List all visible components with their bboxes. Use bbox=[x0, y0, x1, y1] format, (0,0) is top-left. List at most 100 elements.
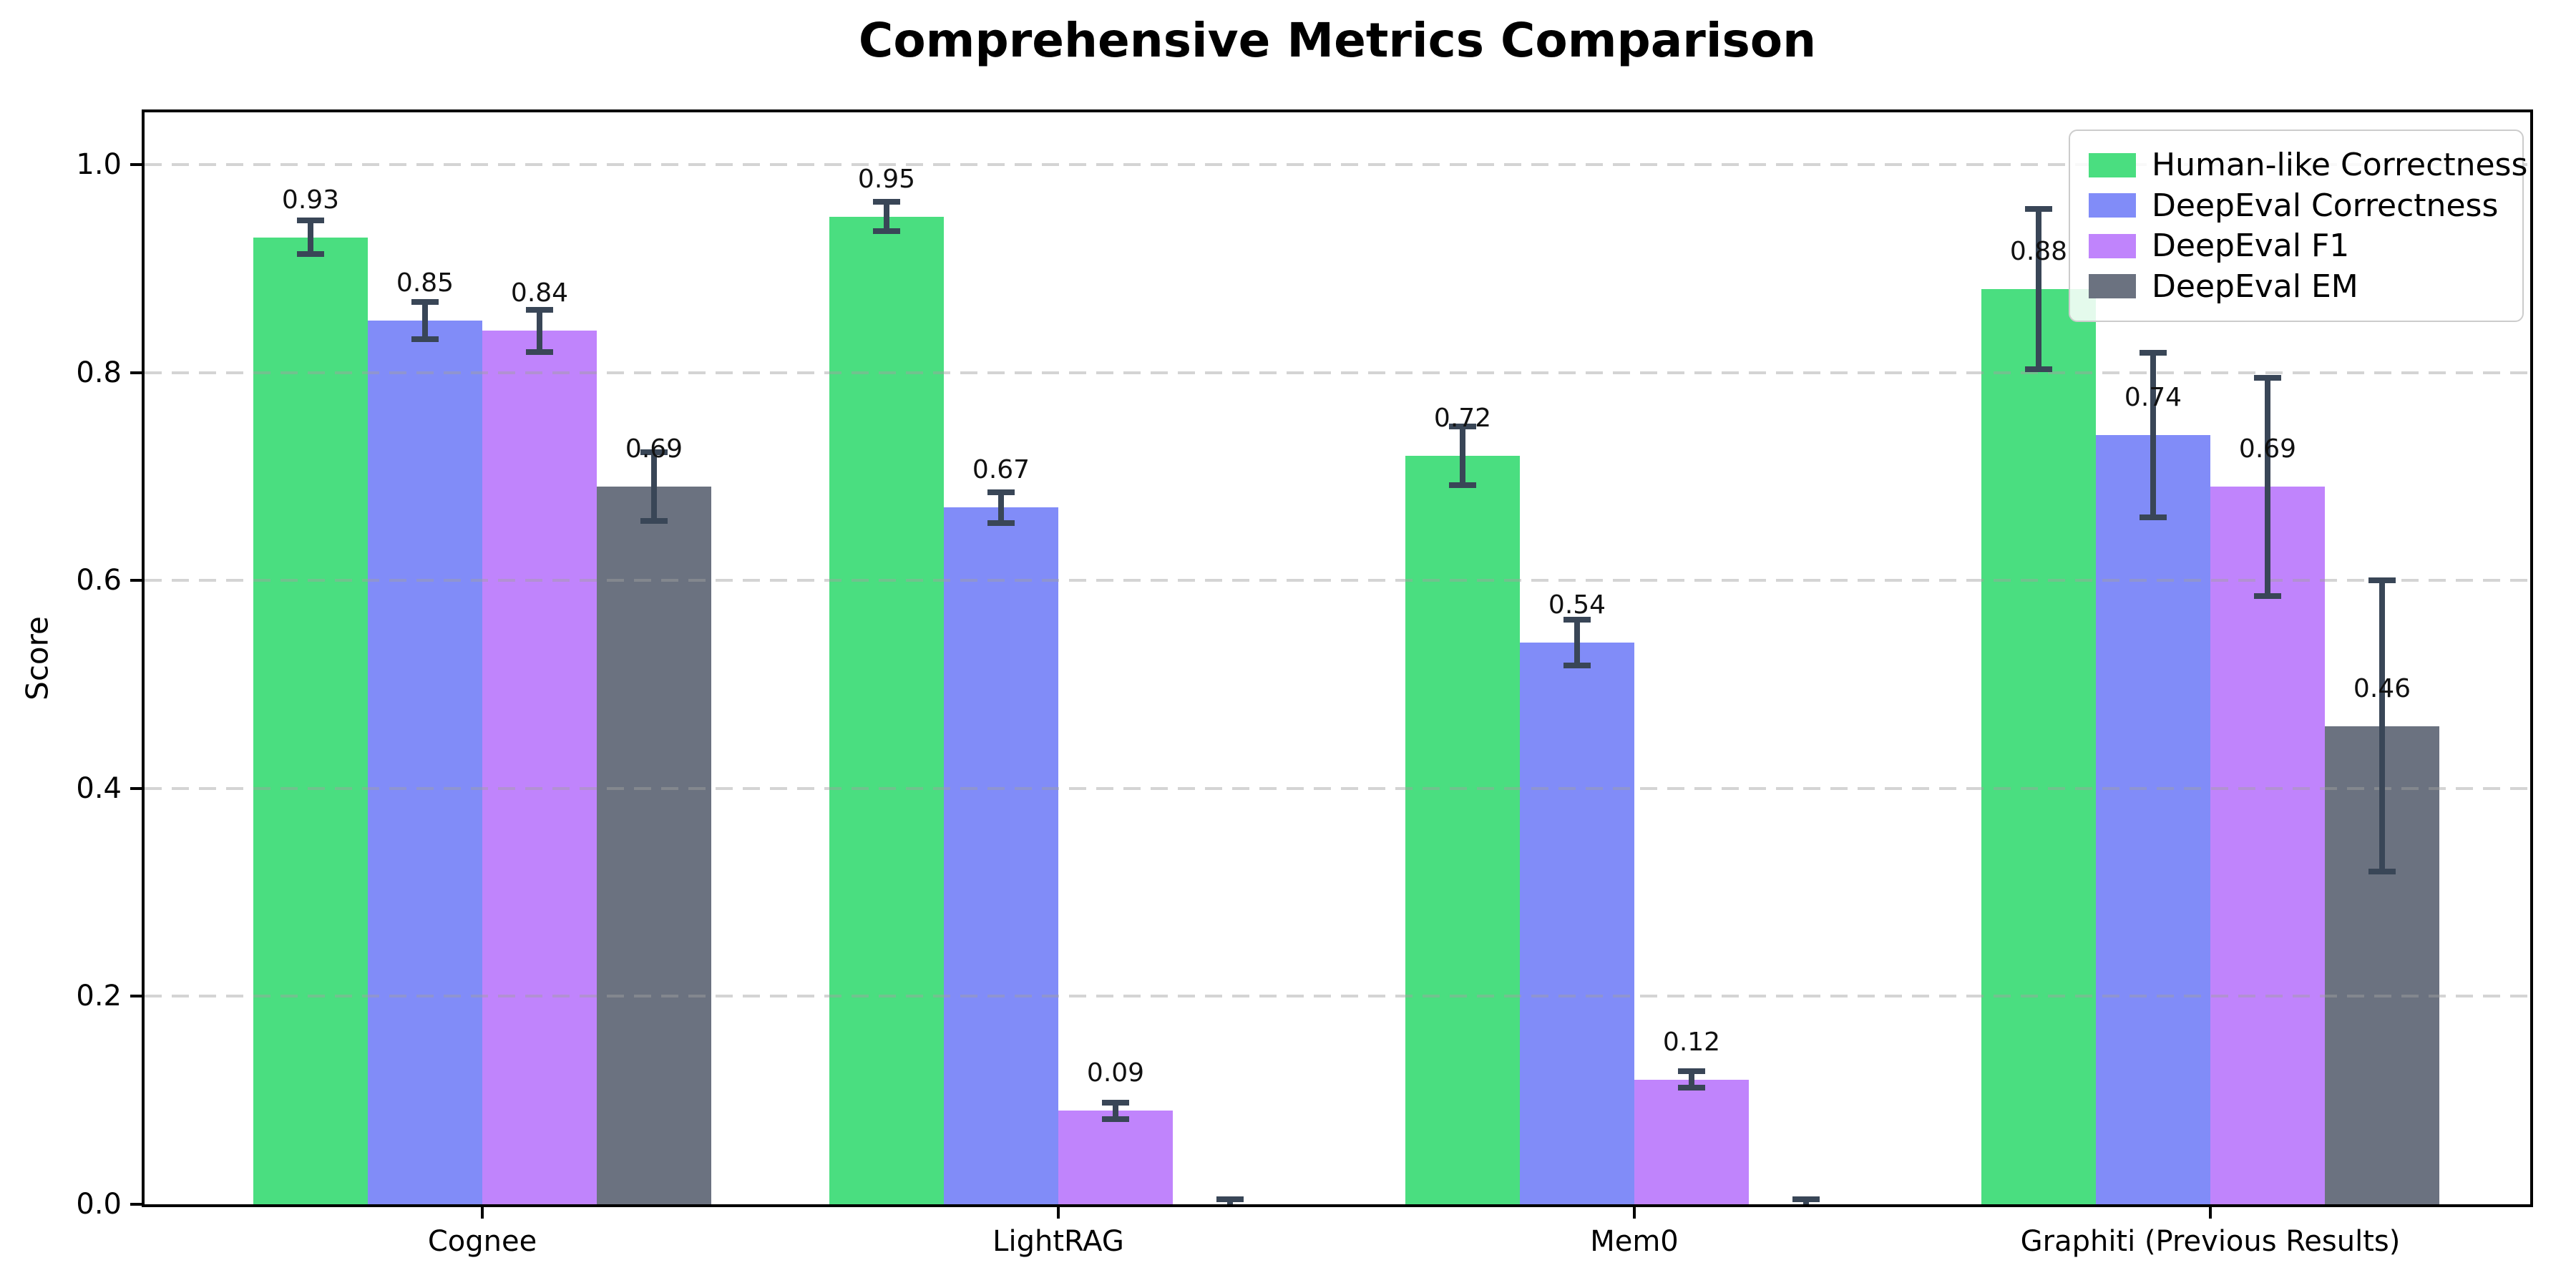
error-bar-line bbox=[2379, 580, 2385, 872]
error-bar-line bbox=[2265, 377, 2270, 596]
error-bar-line bbox=[537, 310, 542, 352]
x-tick bbox=[2209, 1207, 2212, 1219]
gridline bbox=[145, 371, 2530, 374]
bar-value-label: 0.67 bbox=[972, 455, 1030, 485]
bar-value-label: 0.72 bbox=[1433, 403, 1492, 433]
error-bar-cap-top bbox=[2140, 349, 2167, 356]
y-tick-label: 0.2 bbox=[76, 980, 122, 1013]
error-bar-line bbox=[998, 492, 1004, 524]
gridline bbox=[145, 786, 2530, 790]
gridline bbox=[145, 579, 2530, 582]
error-bar-cap-top bbox=[297, 218, 324, 224]
gridline bbox=[145, 995, 2530, 998]
y-tick-label: 0.0 bbox=[76, 1188, 122, 1221]
error-bar-cap-bottom bbox=[987, 520, 1015, 527]
error-bar-cap-bottom bbox=[1449, 482, 1476, 488]
error-bar-cap-top bbox=[526, 307, 553, 313]
bar-value-label: 0.95 bbox=[857, 164, 916, 194]
y-axis-label: Score bbox=[19, 616, 55, 701]
bar-human-like-correctness bbox=[253, 237, 368, 1204]
error-bar-cap-bottom bbox=[2368, 869, 2396, 875]
legend-swatch bbox=[2089, 152, 2136, 177]
error-bar-cap-top bbox=[873, 199, 900, 205]
error-bar-line bbox=[422, 301, 428, 340]
error-bar-cap-top bbox=[987, 489, 1015, 495]
error-bar-cap-top bbox=[640, 449, 668, 456]
error-bar-line bbox=[2150, 352, 2156, 517]
error-bar-cap-bottom bbox=[1678, 1085, 1705, 1091]
bar-deepeval-correctness bbox=[944, 507, 1058, 1204]
bar-value-label: 0.88 bbox=[2009, 237, 2068, 267]
error-bar-cap-top bbox=[2254, 374, 2281, 381]
y-tick-label: 1.0 bbox=[76, 148, 122, 181]
legend-item: DeepEval F1 bbox=[2089, 228, 2504, 264]
error-bar-cap-bottom bbox=[1563, 663, 1591, 669]
error-bar-line bbox=[308, 220, 313, 254]
x-tick-label: Graphiti (Previous Results) bbox=[2020, 1225, 2401, 1258]
error-bar-line bbox=[884, 202, 889, 231]
bar-deepeval-f1 bbox=[1058, 1111, 1173, 1204]
bar-deepeval-f1 bbox=[482, 331, 597, 1204]
error-bar-cap-top bbox=[2368, 577, 2396, 584]
bar-deepeval-correctness bbox=[2096, 434, 2210, 1204]
bar-deepeval-f1 bbox=[2210, 487, 2325, 1204]
plot-area: 0.93 0.95 0.72 0.88 0.85 0.67 0.54 0.74 0.84 0.09… bbox=[145, 112, 2530, 1204]
x-tick-label: LightRAG bbox=[992, 1225, 1124, 1258]
bar-human-like-correctness bbox=[829, 216, 944, 1204]
bar-human-like-correctness bbox=[1405, 455, 1520, 1204]
legend-label: DeepEval Correctness bbox=[2152, 187, 2499, 224]
legend: Human-like Correctness DeepEval Correctne… bbox=[2069, 130, 2527, 322]
chart-title: Comprehensive Metrics Comparison bbox=[858, 13, 1817, 68]
legend-item: DeepEval EM bbox=[2089, 268, 2504, 305]
y-tick bbox=[130, 579, 142, 582]
y-tick bbox=[130, 995, 142, 998]
error-bar-cap-top bbox=[1102, 1099, 1129, 1106]
y-tick bbox=[130, 371, 142, 374]
error-bar-cap-bottom bbox=[640, 518, 668, 525]
x-tick bbox=[481, 1207, 484, 1219]
error-bar-cap-bottom bbox=[297, 250, 324, 257]
bar-value-label: 0.54 bbox=[1548, 590, 1606, 620]
bar-deepeval-correctness bbox=[1520, 643, 1634, 1204]
bar-deepeval-correctness bbox=[368, 320, 482, 1204]
error-bar-cap-top bbox=[2025, 206, 2052, 213]
bar-value-label: 0.93 bbox=[281, 185, 340, 215]
legend-item: Human-like Correctness bbox=[2089, 147, 2527, 183]
error-bar-cap-top bbox=[411, 298, 439, 305]
error-bar-line bbox=[2036, 209, 2041, 370]
legend-label: Human-like Correctness bbox=[2152, 147, 2528, 183]
bar-value-label: 0.84 bbox=[510, 278, 569, 308]
bar-value-label: 0.74 bbox=[2124, 382, 2182, 412]
y-tick bbox=[130, 786, 142, 790]
x-tick-label: Mem0 bbox=[1590, 1225, 1679, 1258]
bar-value-label: 0.12 bbox=[1662, 1027, 1721, 1057]
legend-item: DeepEval Correctness bbox=[2089, 187, 2504, 224]
error-bar-cap-bottom bbox=[2140, 514, 2167, 520]
error-bar-line bbox=[1113, 1102, 1118, 1119]
bar-value-label: 0.69 bbox=[625, 434, 683, 464]
x-tick-label: Cognee bbox=[427, 1225, 537, 1258]
legend-swatch bbox=[2089, 193, 2136, 218]
bar-human-like-correctness bbox=[1981, 289, 2096, 1204]
error-bar-line bbox=[1460, 426, 1465, 485]
x-tick bbox=[1633, 1207, 1636, 1219]
bar-value-label: 0.69 bbox=[2238, 434, 2297, 464]
error-bar-cap-top bbox=[1563, 617, 1591, 623]
bar-deepeval-em bbox=[597, 487, 711, 1204]
error-bar-cap-bottom bbox=[873, 228, 900, 234]
error-bar-cap-bottom bbox=[2254, 592, 2281, 599]
legend-label: DeepEval EM bbox=[2152, 268, 2358, 305]
y-tick bbox=[130, 1203, 142, 1206]
y-tick-label: 0.8 bbox=[76, 356, 122, 389]
error-bar-cap-bottom bbox=[526, 348, 553, 355]
error-bar-cap-bottom bbox=[2025, 366, 2052, 373]
legend-label: DeepEval F1 bbox=[2152, 228, 2350, 265]
error-bar-cap-bottom bbox=[1102, 1116, 1129, 1122]
y-tick bbox=[130, 163, 142, 166]
bar-value-label: 0.85 bbox=[396, 268, 454, 298]
legend-swatch bbox=[2089, 233, 2136, 258]
error-bar-line bbox=[1689, 1071, 1694, 1088]
x-tick bbox=[1057, 1207, 1060, 1219]
bar-value-label: 0.09 bbox=[1086, 1058, 1145, 1088]
